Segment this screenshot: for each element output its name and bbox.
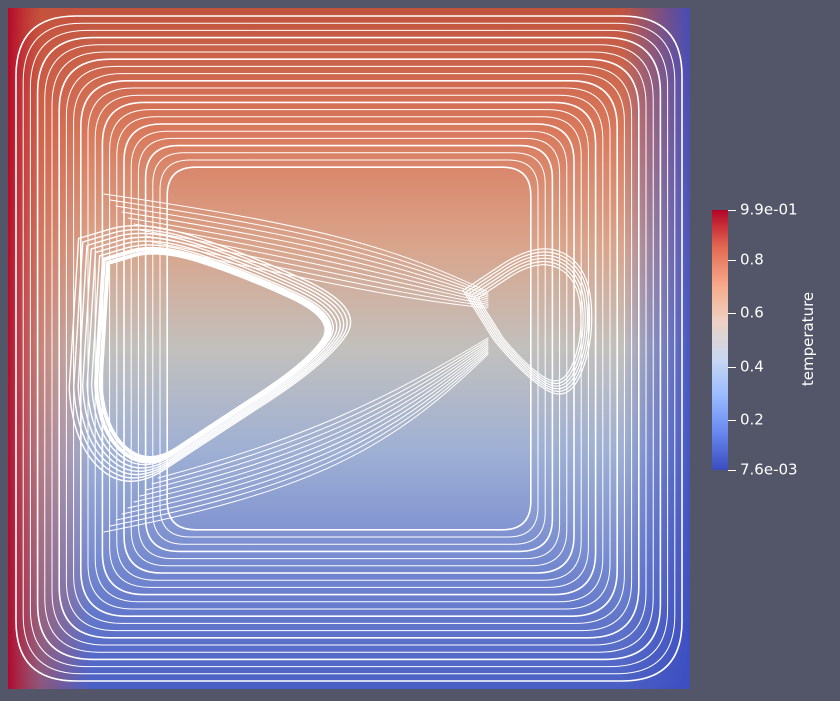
streamline: [86, 240, 338, 469]
streamline: [133, 344, 489, 503]
streamline: [116, 116, 582, 581]
streamline: [123, 123, 575, 574]
temperature-field: [8, 8, 690, 689]
streamline: [465, 251, 591, 392]
streamline: [115, 350, 489, 521]
streamline: [51, 51, 647, 646]
streamline: [109, 109, 589, 588]
streamline: [133, 223, 489, 302]
render-viewport[interactable]: [8, 8, 690, 689]
streamline: [15, 15, 683, 682]
colorbar-tick-label: 7.6e-03: [740, 460, 798, 479]
streamline: [157, 337, 489, 479]
streamline: [80, 80, 618, 617]
streamline: [127, 217, 489, 300]
colorbar-gradient: [712, 210, 728, 470]
streamline: [477, 264, 582, 382]
streamline: [87, 87, 611, 610]
streamline: [151, 241, 489, 307]
streamline: [36, 36, 662, 661]
streamline: [77, 232, 345, 476]
streamline: [468, 254, 589, 390]
colorbar-title: temperature: [799, 291, 817, 387]
colorbar-tick-mark: [728, 313, 736, 314]
streamline: [73, 73, 625, 624]
streamline: [90, 244, 335, 466]
colorbar-tick-label: 0.6: [740, 303, 764, 322]
colorbar-tick-mark: [728, 260, 736, 261]
streamline: [145, 341, 489, 491]
streamline: [98, 250, 329, 460]
streamline: [109, 199, 489, 295]
streamline: [144, 144, 554, 553]
streamline: [130, 130, 568, 567]
streamline: [462, 248, 593, 395]
streamline: [121, 348, 489, 515]
streamline: [159, 159, 539, 538]
colorbar: [712, 210, 728, 470]
colorbar-tick-mark: [728, 470, 736, 471]
colorbar-tick-label: 0.4: [740, 357, 764, 376]
colorbar-tick-label: 9.9e-01: [740, 200, 798, 219]
colorbar-tick-mark: [728, 367, 736, 368]
colorbar-tick-label: 0.2: [740, 410, 764, 429]
streamline: [471, 257, 586, 387]
colorbar-tick-label: 0.8: [740, 250, 764, 269]
streamline: [474, 260, 584, 385]
colorbar-tick-mark: [728, 420, 736, 421]
streamline: [115, 205, 489, 296]
streamline: [103, 353, 489, 533]
colorbar-tick-mark: [728, 210, 736, 211]
streamline: [166, 166, 532, 531]
streamline: [145, 235, 489, 305]
streamline: [139, 229, 489, 304]
streamline: [58, 58, 640, 639]
streamline: [127, 346, 489, 509]
streamline: [73, 228, 348, 479]
streamline: [109, 351, 489, 527]
streamline: [22, 22, 676, 675]
streamline: [157, 247, 489, 309]
streamline: [44, 44, 654, 653]
streamline: [139, 342, 489, 497]
streamline: [94, 94, 604, 603]
streamline: [65, 65, 633, 632]
streamline: [94, 246, 332, 464]
streamline: [152, 152, 546, 545]
streamline: [151, 339, 489, 485]
streamline: [121, 211, 489, 298]
streamline: [103, 193, 489, 293]
streamline: [101, 101, 597, 596]
streamline: [137, 137, 561, 560]
streamline: [29, 29, 669, 668]
